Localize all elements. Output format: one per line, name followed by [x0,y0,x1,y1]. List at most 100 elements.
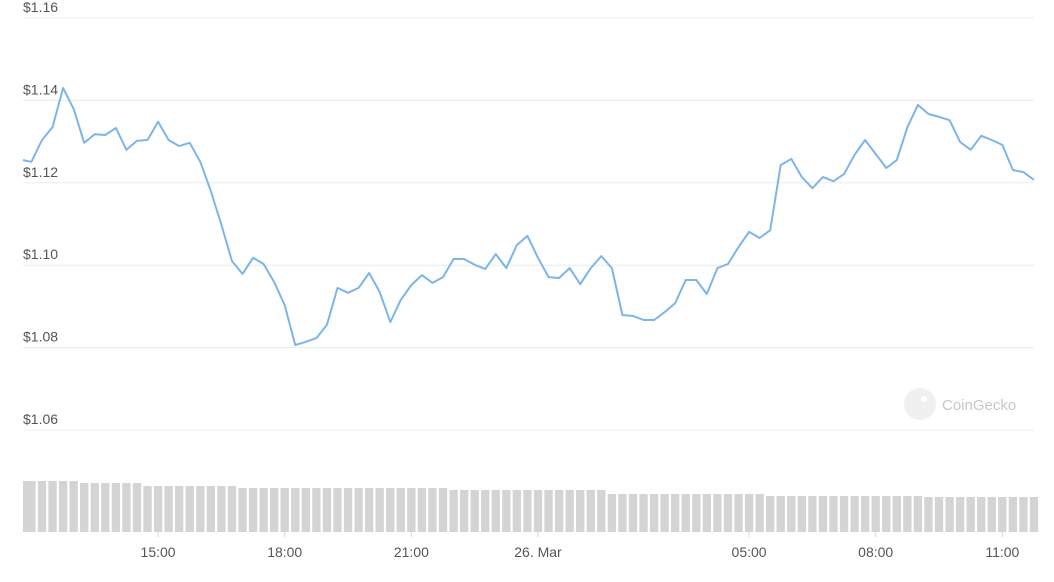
volume-bar [692,494,701,532]
volume-bar [396,488,405,532]
volume-bar [776,496,785,532]
volume-bar [502,490,511,532]
volume-bar [1008,497,1018,532]
volume-bar [48,481,57,532]
volume-bar [808,496,817,532]
volume-bar [312,488,321,532]
volume-bar [787,496,796,532]
volume-bar [903,496,912,532]
volume-bar [291,488,300,532]
volume-bar [470,490,479,532]
volume-bar [607,494,617,532]
x-tick-label: 05:00 [732,544,767,560]
volume-bar [628,494,638,532]
price-line [22,87,1035,347]
volume-bar [945,497,954,532]
watermark-text: CoinGecko [942,397,1016,414]
volume-bar [269,488,279,532]
volume-bar [164,486,173,532]
volume-bar [143,486,152,532]
y-tick-label: $1.08 [23,329,58,345]
volume-bar [175,486,184,532]
volume-bar [987,497,996,532]
volume-bar [259,488,268,532]
volume-bar [966,497,975,532]
volume-bar [111,483,121,532]
volume-bar [554,490,564,532]
volume-bar [924,497,933,532]
volume-bar [523,490,532,532]
volume-bar [702,494,712,532]
volume-bar [882,496,891,532]
y-tick-label: $1.10 [23,246,58,262]
volume-bar [449,490,458,532]
volume-bar [491,490,500,532]
volume-bar [364,488,374,532]
volume-bar [639,494,648,532]
volume-bar [37,481,47,532]
volume-bar [850,496,859,532]
volume-bar [132,483,142,532]
volume-bar [354,488,363,532]
volume-bar [280,488,289,532]
volume-bar [713,494,722,532]
volume-bar [576,490,585,532]
volume-bar [333,488,342,532]
volume-bar [649,494,659,532]
volume-bar [618,494,627,532]
volume-bar [818,496,828,532]
volume-bar [248,488,258,532]
volume-bar [977,497,986,532]
volume-bar [407,488,416,532]
volume-bar [1019,497,1028,532]
volume-bar [69,481,78,532]
volume-bar [744,494,754,532]
volume-bar [227,486,237,532]
volume-bar [80,483,89,532]
x-tick-label: 26. Mar [514,544,562,560]
volume-bar [892,496,901,532]
volume-bar [723,494,733,532]
volume-bar [998,497,1007,532]
volume-bar [153,486,163,532]
volume-bar [586,490,595,532]
volume-bar [871,496,880,532]
volume-bar [544,490,553,532]
volume-bar [565,490,574,532]
volume-bar [90,483,99,532]
volume-bar [681,494,690,532]
volume-bar [766,496,775,532]
watermark-logo [904,388,936,420]
x-tick-label: 15:00 [141,544,176,560]
x-tick-label: 08:00 [858,544,893,560]
volume-bar [660,494,669,532]
volume-bar [343,488,353,532]
volume-bar [597,490,606,532]
volume-bar [23,481,32,532]
x-tick-label: 21:00 [394,544,429,560]
volume-bar [459,490,469,532]
volume-bar [375,488,384,532]
volume-bar [481,490,490,532]
x-tick-label: 11:00 [985,544,1019,560]
volume-bar [797,496,806,532]
volume-bar [58,481,68,532]
volume-bar [217,486,226,532]
volume-bar [533,490,543,532]
volume-bar [101,483,110,532]
x-tick-label: 18:00 [267,544,302,560]
volume-bar [860,496,870,532]
volume-bar [428,488,437,532]
volume-bar [322,488,332,532]
y-tick-label: $1.12 [23,164,58,180]
watermark-eye [921,396,927,402]
volume-bar [755,494,764,532]
watermark: CoinGecko [904,388,1016,420]
volume-bar [734,494,743,532]
volume-bar [1029,497,1039,532]
volume-bar [839,496,849,532]
volume-bar [512,490,522,532]
volume-bar [955,497,965,532]
volume-bar [934,497,944,532]
